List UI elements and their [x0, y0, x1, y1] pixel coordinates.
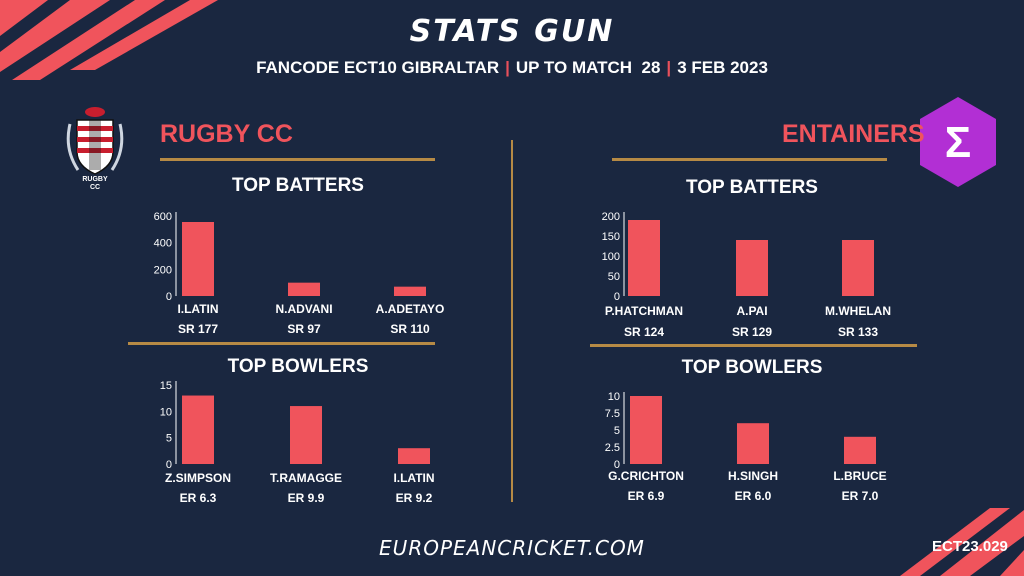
- sub-label: ER 9.2: [396, 491, 433, 505]
- y-tick-label: 0: [166, 291, 172, 303]
- sub-label: ER 6.0: [735, 489, 772, 503]
- logo-sigma-glyph: Σ: [945, 118, 971, 167]
- category-label: Z.SIMPSON: [165, 471, 231, 485]
- bar: [844, 436, 876, 464]
- y-tick-label: 10: [608, 391, 620, 403]
- category-label: A.PAI: [736, 304, 767, 318]
- y-tick-label: 100: [602, 251, 620, 263]
- y-tick-label: 200: [154, 264, 172, 276]
- y-tick-label: 7.5: [605, 408, 620, 420]
- chart-title-rugby-batters: TOP BATTERS: [232, 175, 364, 196]
- bar: [736, 240, 768, 296]
- y-tick-label: 15: [160, 380, 172, 392]
- left-mid-rule: [128, 342, 435, 345]
- sub-label: ER 9.9: [288, 491, 325, 505]
- sub-label: ER 6.9: [628, 489, 665, 503]
- category-label: N.ADVANI: [275, 302, 332, 316]
- bar: [290, 406, 322, 464]
- team-name-right: ENTAINERS: [782, 120, 925, 148]
- subtitle-tournament: FANCODE ECT10 GIBRALTAR: [256, 58, 500, 77]
- left-header-rule: [160, 158, 435, 161]
- category-label: G.CRICHTON: [608, 469, 684, 483]
- y-tick-label: 0: [614, 291, 620, 303]
- sub-label: SR 177: [178, 322, 218, 336]
- page-title: STATS GUN: [409, 14, 615, 49]
- category-label: T.RAMAGGE: [270, 471, 342, 485]
- logo-text-line2: CC: [90, 184, 100, 190]
- y-tick-label: 400: [154, 238, 172, 250]
- rugby-cc-crest-icon: RUGBY CC: [66, 107, 124, 190]
- sub-label: SR 110: [390, 322, 430, 336]
- y-tick-label: 600: [154, 211, 172, 223]
- y-tick-label: 5: [614, 425, 620, 437]
- y-tick-label: 150: [602, 231, 620, 243]
- category-label: P.HATCHMAN: [605, 304, 683, 318]
- chart-title-entainers-batters: TOP BATTERS: [686, 177, 818, 198]
- y-tick-label: 50: [608, 271, 620, 283]
- bar: [737, 423, 769, 464]
- sub-label: SR 97: [287, 322, 321, 336]
- category-label: L.BRUCE: [833, 469, 886, 483]
- bar: [288, 282, 320, 296]
- bar: [398, 448, 430, 464]
- category-label: I.LATIN: [393, 471, 434, 485]
- chart-title-entainers-bowlers: TOP BOWLERS: [681, 357, 823, 378]
- y-tick-label: 2.5: [605, 442, 620, 454]
- y-tick-label: 200: [602, 211, 620, 223]
- y-tick-label: 0: [166, 459, 172, 471]
- category-label: H.SINGH: [728, 469, 778, 483]
- category-label: I.LATIN: [177, 302, 218, 316]
- sigma-hexagon-icon: Σ: [920, 97, 996, 187]
- subtitle-match: UP TO MATCH 28: [515, 58, 661, 77]
- bar: [182, 222, 214, 296]
- y-tick-label: 5: [166, 433, 172, 445]
- right-mid-rule: [590, 344, 917, 347]
- sub-label: ER 6.3: [180, 491, 217, 505]
- logo-text-line1: RUGBY: [82, 176, 108, 183]
- y-tick-label: 10: [160, 406, 172, 418]
- category-label: A.ADETAYO: [376, 302, 445, 316]
- sub-label: ER 7.0: [842, 489, 879, 503]
- page-subtitle: FANCODE ECT10 GIBRALTAR | UP TO MATCH 28 | 3…: [256, 58, 768, 77]
- y-tick-label: 0: [614, 459, 620, 471]
- bar: [842, 240, 874, 296]
- team-name-left: RUGBY CC: [160, 120, 293, 148]
- sub-label: SR 129: [732, 325, 772, 339]
- bar: [628, 220, 660, 296]
- footer-code: ECT23.029: [932, 538, 1008, 555]
- chart-title-rugby-bowlers: TOP BOWLERS: [227, 356, 369, 377]
- subtitle-date: 3 FEB 2023: [677, 58, 768, 77]
- center-divider: [511, 140, 513, 502]
- bar: [630, 396, 662, 464]
- sub-label: SR 124: [624, 325, 664, 339]
- right-header-rule: [612, 158, 887, 161]
- footer-website[interactable]: EUROPEANCRICKET.COM: [379, 536, 645, 560]
- sub-label: SR 133: [838, 325, 878, 339]
- bar: [182, 395, 214, 464]
- bar: [394, 286, 426, 296]
- category-label: M.WHELAN: [825, 304, 891, 318]
